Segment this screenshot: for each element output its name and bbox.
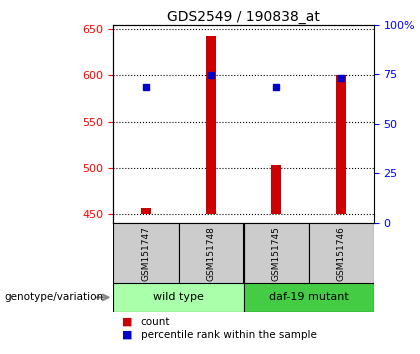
FancyBboxPatch shape (113, 283, 244, 312)
Text: GSM151746: GSM151746 (337, 225, 346, 281)
Text: wild type: wild type (153, 292, 204, 302)
Bar (206, 36, 216, 214)
Text: ■: ■ (122, 330, 136, 339)
Text: ■: ■ (122, 317, 136, 327)
Bar (336, 75, 346, 214)
Text: GSM151747: GSM151747 (142, 225, 150, 281)
Bar (271, 165, 281, 214)
Title: GDS2549 / 190838_at: GDS2549 / 190838_at (167, 10, 320, 24)
FancyBboxPatch shape (309, 223, 374, 283)
Text: percentile rank within the sample: percentile rank within the sample (141, 330, 317, 339)
Bar (141, 208, 151, 214)
FancyBboxPatch shape (244, 223, 309, 283)
Text: count: count (141, 317, 170, 327)
Text: genotype/variation: genotype/variation (4, 292, 103, 302)
FancyBboxPatch shape (244, 283, 374, 312)
FancyBboxPatch shape (113, 223, 178, 283)
Text: GSM151745: GSM151745 (272, 225, 281, 281)
Text: daf-19 mutant: daf-19 mutant (269, 292, 349, 302)
FancyBboxPatch shape (178, 223, 244, 283)
Text: GSM151748: GSM151748 (207, 225, 215, 281)
